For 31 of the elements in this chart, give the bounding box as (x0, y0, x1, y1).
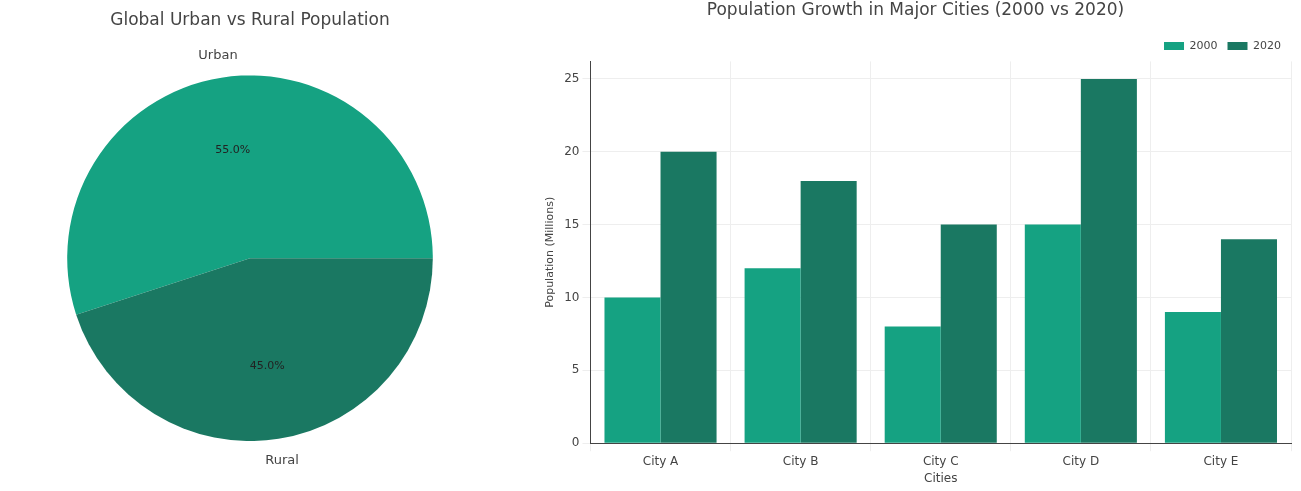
data-label: 45.0% (249, 359, 285, 373)
y-axis-title: Population (Millions) (543, 196, 557, 308)
chart-title: Population Growth in Major Cities (2000 vs 2020) (706, 0, 1125, 19)
y-tick-label: 5 (571, 362, 580, 377)
x-tick-label: City C (922, 453, 959, 468)
bar (1220, 239, 1277, 443)
bar (940, 224, 997, 443)
x-tick-label: City D (1062, 453, 1100, 468)
bar (1080, 78, 1137, 443)
data-label: 55.0% (215, 142, 251, 156)
bar (884, 326, 941, 443)
bar (1164, 312, 1221, 443)
legend-label: 2000 (1189, 38, 1218, 52)
bar (744, 268, 801, 443)
bar (800, 180, 857, 443)
bar (604, 297, 661, 443)
y-tick-label: 15 (564, 216, 580, 231)
slice-label: Urban (198, 47, 238, 63)
bar (1024, 224, 1081, 443)
legend-label: 2020 (1253, 38, 1282, 52)
y-tick-label: 25 (564, 71, 580, 86)
x-axis-title: Cities (924, 470, 958, 485)
x-tick-label: City A (642, 453, 680, 468)
x-tick-label: City B (782, 453, 819, 468)
y-tick-label: 20 (564, 143, 580, 158)
x-tick-label: City E (1203, 453, 1239, 468)
y-tick-label: 0 (571, 435, 580, 450)
chart-title: Global Urban vs Rural Population (110, 8, 390, 29)
y-tick-label: 10 (564, 289, 580, 304)
bar (660, 151, 717, 443)
slice-label: Rural (265, 451, 299, 467)
